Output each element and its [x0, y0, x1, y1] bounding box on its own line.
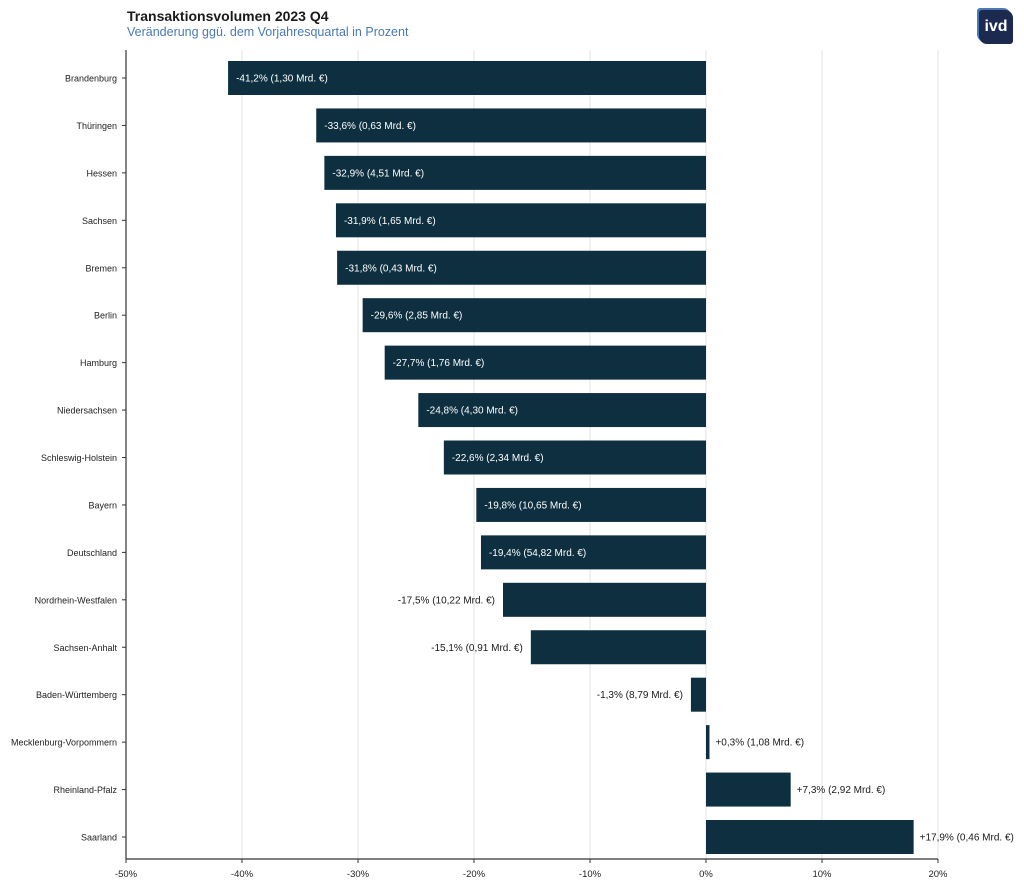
bar [476, 487, 706, 522]
logo-text: ivd [984, 18, 1008, 35]
category-label: Sachsen [82, 216, 117, 226]
bar [706, 772, 791, 807]
bar [480, 535, 706, 570]
category-label: Deutschland [67, 548, 117, 558]
data-label: -19,4% (54,82 Mrd. €) [489, 548, 586, 559]
category-label: Hessen [86, 168, 117, 178]
category-label: Hamburg [80, 358, 117, 368]
category-label: Brandenburg [65, 74, 117, 84]
bar [324, 155, 706, 190]
bar [337, 250, 706, 285]
data-label: -15,1% (0,91 Mrd. €) [431, 643, 523, 654]
bar [706, 820, 914, 854]
data-label: -19,8% (10,65 Mrd. €) [484, 500, 581, 511]
data-label: -1,3% (8,79 Mrd. €) [597, 690, 683, 701]
data-label: -17,5% (10,22 Mrd. €) [398, 595, 495, 606]
category-label: Schleswig-Holstein [41, 453, 117, 463]
x-tick-label: -20% [463, 869, 486, 880]
bar [530, 630, 706, 665]
bar [316, 108, 706, 143]
data-label: +7,3% (2,92 Mrd. €) [797, 785, 886, 796]
chart-title: Transaktionsvolumen 2023 Q4 [127, 8, 329, 24]
data-label: -22,6% (2,34 Mrd. €) [452, 453, 544, 464]
data-label: -32,9% (4,51 Mrd. €) [332, 168, 424, 179]
data-label: +0,3% (1,08 Mrd. €) [715, 738, 804, 749]
x-tick-label: 10% [812, 869, 832, 880]
bar [228, 61, 706, 95]
bar [335, 203, 706, 238]
bar [384, 345, 706, 380]
data-label: -33,6% (0,63 Mrd. €) [324, 121, 416, 132]
x-tick-label: -40% [231, 869, 254, 880]
category-label: Thüringen [76, 121, 117, 131]
data-label: -29,6% (2,85 Mrd. €) [371, 311, 463, 322]
bar [690, 677, 706, 712]
data-label: +17,9% (0,46 Mrd. €) [920, 833, 1014, 844]
x-tick-label: -10% [579, 869, 602, 880]
bar [418, 393, 706, 428]
category-label: Baden-Württemberg [36, 690, 117, 700]
data-label: -27,7% (1,76 Mrd. €) [393, 358, 485, 369]
data-label: -41,2% (1,30 Mrd. €) [236, 74, 328, 85]
category-label: Rheinland-Pfalz [53, 785, 117, 795]
category-label: Bremen [85, 263, 117, 273]
data-label: -31,8% (0,43 Mrd. €) [345, 263, 437, 274]
data-label: -24,8% (4,30 Mrd. €) [426, 406, 518, 417]
ivd-logo: ivd [979, 10, 1013, 44]
bar [706, 725, 710, 760]
category-label: Saarland [81, 833, 117, 843]
category-label: Bayern [88, 500, 117, 510]
category-label: Mecklenburg-Vorpommern [11, 738, 117, 748]
category-label: Nordrhein-Westfalen [35, 595, 117, 605]
x-tick-label: 0% [699, 869, 713, 880]
category-label: Niedersachsen [57, 406, 117, 416]
bar [362, 298, 706, 333]
chart-subtitle: Veränderung ggü. dem Vorjahresquartal in… [127, 25, 409, 39]
x-tick-label: -30% [347, 869, 370, 880]
bar [443, 440, 706, 475]
bar [503, 582, 706, 617]
category-label: Sachsen-Anhalt [53, 643, 117, 653]
x-tick-label: 20% [928, 869, 948, 880]
x-tick-label: -50% [115, 869, 138, 880]
data-label: -31,9% (1,65 Mrd. €) [344, 216, 436, 227]
category-label: Berlin [94, 311, 117, 321]
